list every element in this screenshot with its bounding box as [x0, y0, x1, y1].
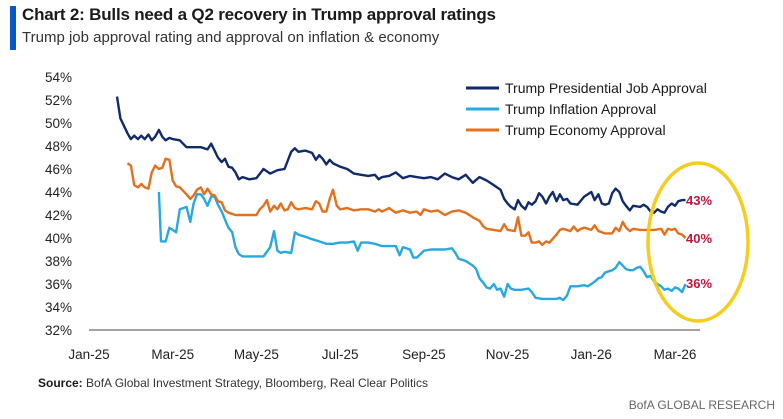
x-tick-label: Jan-25 — [68, 347, 109, 362]
x-tick-label: Sep-25 — [402, 347, 446, 362]
annotation-label: 43% — [686, 193, 712, 208]
title-accent-bar — [10, 6, 16, 50]
legend: Trump Presidential Job Approval Trump Inf… — [466, 80, 707, 138]
x-tick-label: May-25 — [234, 347, 279, 362]
legend-label-job: Trump Presidential Job Approval — [505, 80, 707, 96]
y-tick-label: 42% — [45, 208, 72, 223]
y-tick-label: 36% — [45, 277, 72, 292]
x-tick-label: Mar-25 — [151, 347, 194, 362]
source-label: Source: — [38, 376, 83, 390]
source-note: Source: BofA Global Investment Strategy,… — [38, 376, 428, 390]
series-line-inflation — [157, 191, 687, 302]
x-tick-label: Mar-26 — [654, 347, 697, 362]
legend-label-economy: Trump Economy Approval — [505, 122, 666, 138]
x-tick-label: Nov-25 — [486, 347, 530, 362]
y-tick-label: 48% — [45, 139, 72, 154]
x-tick-label: Jul-25 — [322, 347, 359, 362]
chart-title: Chart 2: Bulls need a Q2 recovery in Tru… — [22, 5, 496, 24]
y-tick-label: 50% — [45, 116, 72, 131]
annotation-label: 36% — [686, 276, 712, 291]
y-tick-label: 34% — [45, 300, 72, 315]
highlight-ellipse — [646, 161, 750, 323]
y-tick-label: 46% — [45, 162, 72, 177]
tick-labels: 32% 34% 36% 38% 40% 42% 44% 46% 48% 50% 52% 54% Jan-… — [45, 70, 696, 362]
line-chart: 32% 34% 36% 38% 40% 42% 44% 46% 48% 50% 52% 54% Jan-… — [45, 70, 750, 362]
series-line-economy — [126, 157, 687, 247]
y-tick-label: 44% — [45, 185, 72, 200]
y-tick-label: 32% — [45, 323, 72, 338]
annotation-label: 40% — [686, 231, 712, 246]
footer-brand: BofA GLOBAL RESEARCH — [628, 398, 775, 412]
y-tick-label: 40% — [45, 231, 72, 246]
series-lines — [115, 96, 687, 302]
series-line-job — [115, 96, 686, 214]
y-tick-label: 52% — [45, 93, 72, 108]
annotations: 43% 40% 36% — [646, 161, 750, 323]
y-tick-label: 38% — [45, 254, 72, 269]
legend-label-inflation: Trump Inflation Approval — [505, 101, 656, 117]
y-tick-label: 54% — [45, 70, 72, 85]
source-text: BofA Global Investment Strategy, Bloombe… — [86, 376, 428, 390]
chart-subtitle: Trump job approval rating and approval o… — [22, 29, 440, 46]
x-tick-label: Jan-26 — [571, 347, 612, 362]
